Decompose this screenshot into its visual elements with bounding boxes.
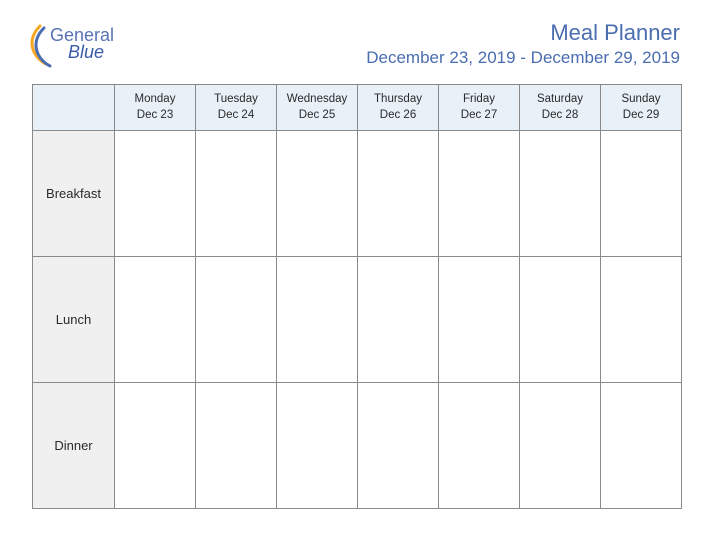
- meal-planner-table: Monday Dec 23 Tuesday Dec 24 Wednesday Dec …: [32, 84, 682, 509]
- day-date: Dec 25: [299, 109, 335, 121]
- day-name: Tuesday: [214, 93, 258, 105]
- meal-cell[interactable]: [196, 383, 277, 509]
- table-row: Lunch: [33, 257, 682, 383]
- table-row: Breakfast: [33, 131, 682, 257]
- meal-cell[interactable]: [520, 383, 601, 509]
- day-date: Dec 28: [542, 109, 578, 121]
- meal-cell[interactable]: [601, 383, 682, 509]
- day-date: Dec 27: [461, 109, 497, 121]
- meal-cell[interactable]: [358, 131, 439, 257]
- meal-header: Dinner: [33, 383, 115, 509]
- day-header: Monday Dec 23: [115, 85, 196, 131]
- meal-cell[interactable]: [358, 383, 439, 509]
- meal-cell[interactable]: [277, 131, 358, 257]
- meal-header: Breakfast: [33, 131, 115, 257]
- corner-cell: [33, 85, 115, 131]
- day-name: Thursday: [374, 93, 422, 105]
- meal-cell[interactable]: [277, 257, 358, 383]
- meal-cell[interactable]: [520, 257, 601, 383]
- meal-cell[interactable]: [439, 383, 520, 509]
- page-title: Meal Planner: [366, 20, 680, 46]
- logo-swoosh-icon: [26, 24, 54, 68]
- day-date: Dec 29: [623, 109, 659, 121]
- day-header: Tuesday Dec 24: [196, 85, 277, 131]
- title-block: Meal Planner December 23, 2019 - Decembe…: [366, 20, 680, 68]
- table-header-row: Monday Dec 23 Tuesday Dec 24 Wednesday Dec …: [33, 85, 682, 131]
- day-name: Friday: [463, 93, 495, 105]
- meal-cell[interactable]: [115, 383, 196, 509]
- logo-word-blue: Blue: [68, 43, 104, 62]
- meal-cell[interactable]: [601, 257, 682, 383]
- day-date: Dec 26: [380, 109, 416, 121]
- meal-cell[interactable]: [520, 131, 601, 257]
- meal-cell[interactable]: [196, 131, 277, 257]
- meal-header: Lunch: [33, 257, 115, 383]
- meal-cell[interactable]: [196, 257, 277, 383]
- day-date: Dec 23: [137, 109, 173, 121]
- day-date: Dec 24: [218, 109, 254, 121]
- meal-cell[interactable]: [277, 383, 358, 509]
- meal-cell[interactable]: [115, 257, 196, 383]
- meal-cell[interactable]: [601, 131, 682, 257]
- day-header: Thursday Dec 26: [358, 85, 439, 131]
- day-header: Wednesday Dec 25: [277, 85, 358, 131]
- day-name: Saturday: [537, 93, 583, 105]
- table-row: Dinner: [33, 383, 682, 509]
- meal-cell[interactable]: [439, 257, 520, 383]
- day-name: Wednesday: [287, 93, 348, 105]
- day-name: Sunday: [621, 93, 660, 105]
- meal-cell[interactable]: [115, 131, 196, 257]
- day-header: Saturday Dec 28: [520, 85, 601, 131]
- day-header: Friday Dec 27: [439, 85, 520, 131]
- day-name: Monday: [135, 93, 176, 105]
- logo: General Blue: [32, 20, 114, 64]
- date-range: December 23, 2019 - December 29, 2019: [366, 48, 680, 68]
- header-row: General Blue Meal Planner December 23, 2…: [32, 20, 680, 68]
- meal-cell[interactable]: [358, 257, 439, 383]
- day-header: Sunday Dec 29: [601, 85, 682, 131]
- meal-cell[interactable]: [439, 131, 520, 257]
